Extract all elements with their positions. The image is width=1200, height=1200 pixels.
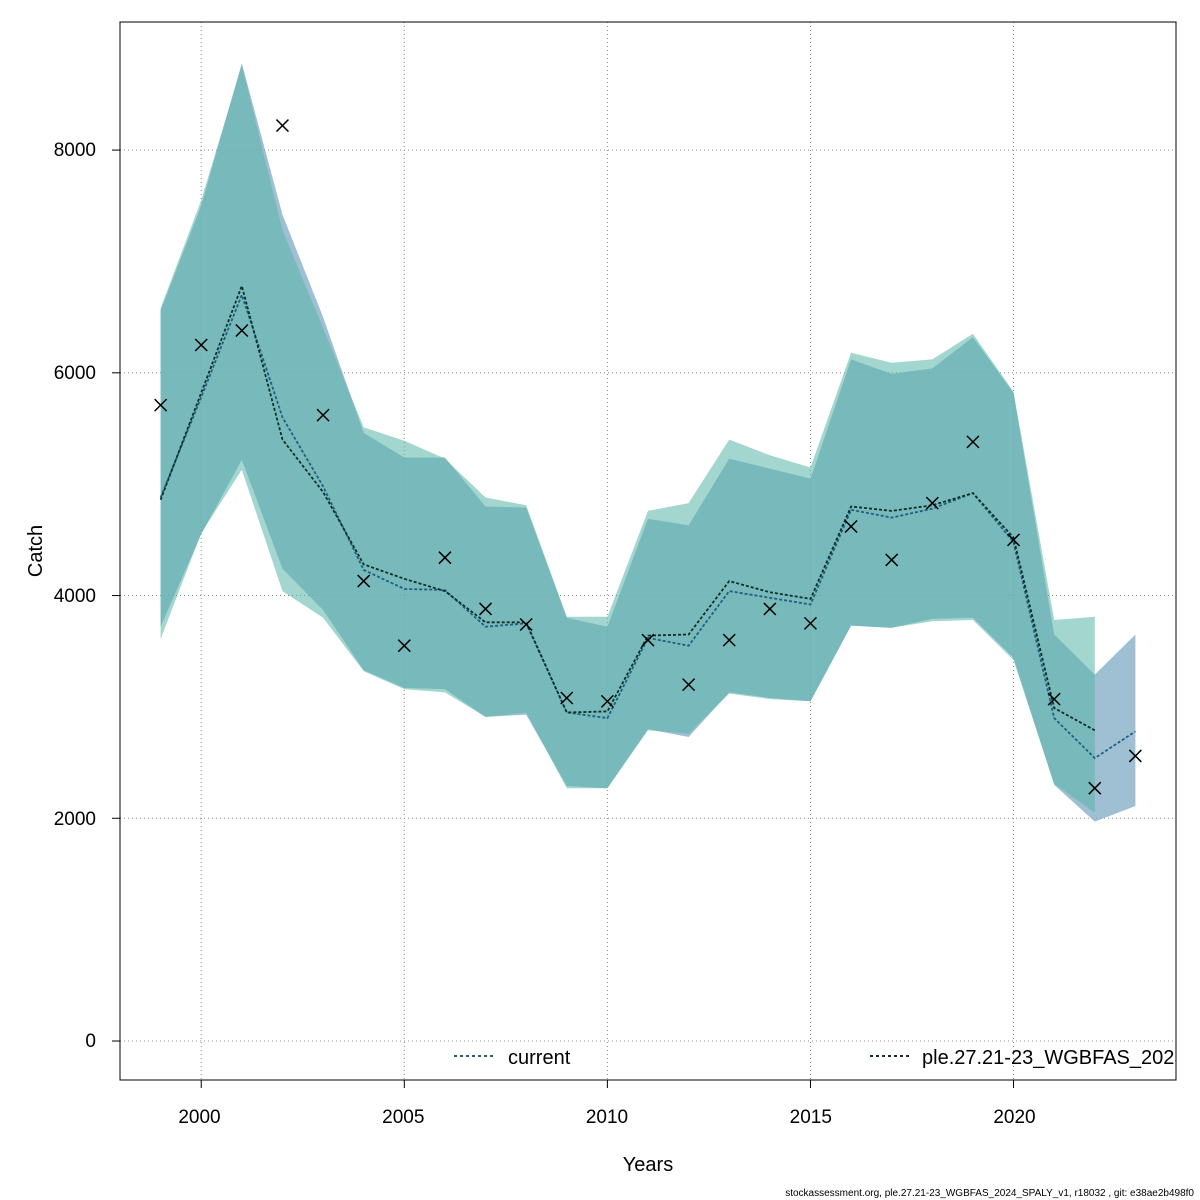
observation-point-2021 bbox=[1047, 692, 1061, 706]
x-tick-label-2015: 2015 bbox=[790, 1107, 832, 1128]
observation-point-2011 bbox=[641, 633, 655, 647]
y-axis-title: Catch bbox=[25, 525, 47, 577]
x-tick-label-2010: 2010 bbox=[586, 1107, 628, 1128]
legend-label-previous: ple.27.21-23_WGBFAS_2023 bbox=[922, 1047, 1186, 1069]
observation-point-2008 bbox=[519, 617, 533, 632]
plot-area bbox=[154, 63, 1142, 822]
y-axis: 0 2000 4000 6000 8000 Catch bbox=[25, 140, 121, 1052]
y-tick-label-8000: 8000 bbox=[54, 140, 96, 161]
x-axis: 2000 2005 2010 2015 2020 Years bbox=[178, 1079, 1036, 1176]
observation-point-2003 bbox=[316, 408, 330, 422]
observation-point-2001 bbox=[235, 323, 249, 338]
legend-label-current: current bbox=[508, 1047, 571, 1069]
observation-point-2002 bbox=[275, 119, 289, 133]
observation-point-2006 bbox=[438, 551, 452, 565]
observation-point-2014 bbox=[763, 602, 777, 616]
observation-point-2015 bbox=[803, 616, 817, 630]
observation-point-2004 bbox=[357, 574, 371, 588]
y-tick-label-0: 0 bbox=[85, 1031, 96, 1052]
band-previous bbox=[160, 65, 1095, 813]
y-tick-label-6000: 6000 bbox=[54, 363, 96, 384]
y-tick-label-2000: 2000 bbox=[54, 809, 96, 830]
x-tick-label-2005: 2005 bbox=[382, 1107, 424, 1128]
observation-point-2013 bbox=[722, 633, 736, 647]
observation-point-2009 bbox=[560, 691, 574, 705]
x-axis-title: Years bbox=[623, 1154, 673, 1176]
observation-point-2012 bbox=[682, 678, 696, 692]
observation-point-2019 bbox=[966, 435, 980, 449]
x-tick-label-2000: 2000 bbox=[178, 1107, 220, 1128]
observation-point-2016 bbox=[844, 519, 858, 534]
observation-point-2017 bbox=[885, 553, 899, 567]
observation-point-2022 bbox=[1088, 781, 1102, 795]
legend: se current ple.27.21-23_WGBFAS_2023 bbox=[454, 1047, 1186, 1069]
observation-point-2020 bbox=[1007, 533, 1021, 547]
observation-point-2007 bbox=[479, 602, 493, 616]
observation-point-1999 bbox=[154, 398, 168, 412]
observation-point-2018 bbox=[925, 496, 939, 510]
observation-point-2010 bbox=[600, 694, 614, 708]
line-previous bbox=[159, 282, 1096, 732]
observation-point-2023 bbox=[1128, 749, 1142, 763]
observation-point-2000 bbox=[194, 338, 208, 352]
y-tick-label-4000: 4000 bbox=[54, 586, 96, 607]
x-tick-label-2020: 2020 bbox=[993, 1107, 1035, 1128]
observation-point-2005 bbox=[397, 639, 411, 653]
footer-credit: stockassessment.org, ple.27.21-23_WGBFAS… bbox=[785, 1188, 1194, 1199]
